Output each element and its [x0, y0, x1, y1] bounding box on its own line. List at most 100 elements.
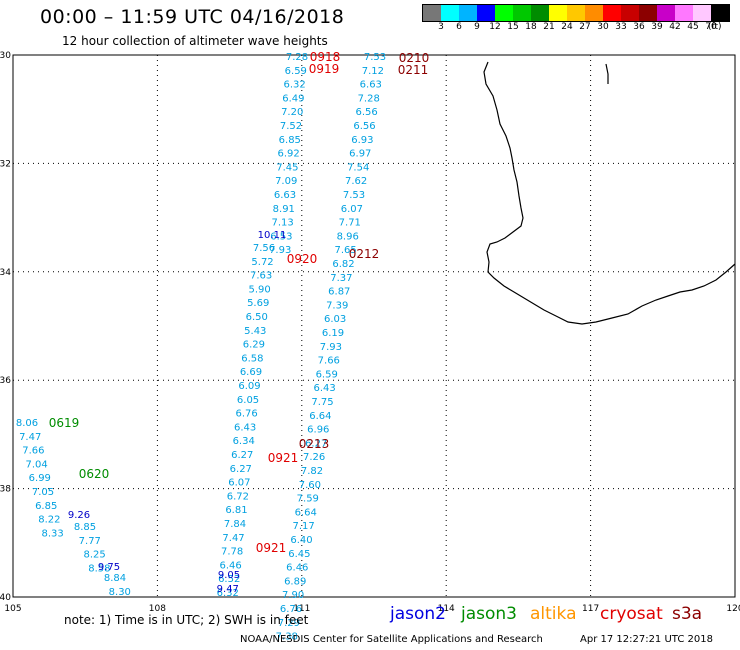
wave-height-value: 7.62	[345, 176, 367, 187]
legend-swatch	[549, 5, 567, 21]
map-frame	[12, 54, 736, 598]
legend-tick-label: 24	[561, 22, 573, 32]
wave-height-value: 6.53	[270, 231, 292, 242]
legend-swatch	[477, 5, 495, 21]
lon-tick-label: 114	[438, 604, 455, 614]
wave-height-value: 7.71	[339, 218, 361, 229]
legend-swatch	[711, 5, 729, 21]
wave-height-value: 7.78	[221, 547, 243, 558]
graticule	[12, 54, 736, 598]
wave-height-value: 7.20	[281, 107, 303, 118]
legend-swatch	[639, 5, 657, 21]
wave-height-value: 7.53	[364, 52, 386, 63]
wave-height-value: 7.60	[299, 480, 321, 491]
satellite-legend-item: s3a	[672, 604, 703, 624]
legend-tick-label: 30	[597, 22, 609, 32]
wave-height-value: 6.92	[277, 149, 299, 160]
legend-tick-label: 45	[687, 22, 699, 32]
wave-height-value: 7.66	[22, 446, 44, 457]
wave-height-value: 8.30	[109, 587, 131, 598]
wave-height-value: 6.76	[235, 409, 257, 420]
wave-height-value: 6.40	[290, 535, 312, 546]
wave-height-value: 7.28	[358, 93, 380, 104]
wave-height-value: 7.65	[334, 245, 356, 256]
pass-time-label: 0211	[398, 63, 429, 77]
rottnest-island-outline	[605, 63, 609, 84]
wave-height-value: 6.76	[280, 604, 302, 615]
satellite-legend-item: cryosat	[600, 604, 663, 624]
wave-height-value: 6.56	[355, 107, 377, 118]
wave-height-value: 7.54	[347, 162, 369, 173]
wave-height-color-legend	[422, 4, 730, 22]
satellite-legend-item: altika	[530, 604, 577, 624]
lat-tick-label: -36	[0, 376, 11, 386]
wave-height-value: 6.07	[341, 204, 363, 215]
wave-height-value: 10.11	[258, 230, 287, 241]
legend-tick-label: 3	[438, 22, 444, 32]
legend-tick-label: 27	[579, 22, 591, 32]
wave-height-value: 6.03	[324, 314, 346, 325]
wave-height-value: 6.59	[285, 66, 307, 77]
lat-tick-label: -34	[0, 268, 11, 278]
wave-height-value: 8.58	[88, 563, 110, 574]
wave-height-value: 6.56	[353, 121, 375, 132]
wave-height-value: 6.19	[322, 328, 344, 339]
wave-height-value: 5.72	[251, 257, 273, 268]
legend-unit-label: (ft)	[708, 22, 722, 32]
lat-tick-label: -30	[0, 51, 11, 61]
wave-height-value: 6.63	[274, 190, 296, 201]
pass-time-label: 0919	[309, 62, 340, 76]
wave-height-value: 6.46	[286, 563, 308, 574]
lat-tick-label: -38	[0, 485, 11, 495]
footnote: note: 1) Time is in UTC; 2) SWH is in fe…	[64, 613, 309, 627]
wave-height-value: 5.69	[247, 298, 269, 309]
wave-height-value: 7.09	[275, 176, 297, 187]
wave-height-value: 6.43	[234, 422, 256, 433]
wave-height-value: 7.29	[278, 618, 300, 629]
legend-swatch	[423, 5, 441, 21]
legend-swatch	[585, 5, 603, 21]
wave-height-value: 7.17	[292, 521, 314, 532]
wave-height-value: 6.52	[218, 574, 240, 585]
map-title: 00:00 – 11:59 UTC 04/16/2018	[40, 6, 345, 28]
wave-height-value: 7.84	[224, 519, 246, 530]
wave-height-value: 7.37	[330, 273, 352, 284]
wave-height-value: 7.47	[222, 533, 244, 544]
wave-height-value: 7.90	[282, 590, 304, 601]
wave-height-value: 7.52	[280, 121, 302, 132]
lon-tick-label: 111	[293, 604, 310, 614]
wave-height-value: 6.09	[238, 381, 260, 392]
wave-height-value: 7.53	[343, 190, 365, 201]
wave-height-value: 7.59	[297, 494, 319, 505]
wave-height-value: 6.64	[295, 507, 317, 518]
legend-tick-label: 33	[615, 22, 627, 32]
wave-height-value: 6.27	[231, 450, 253, 461]
wave-height-value: 6.72	[227, 491, 249, 502]
wave-height-value: 6.82	[332, 259, 354, 270]
wave-height-value: 6.59	[316, 369, 338, 380]
wave-height-value: 6.43	[313, 383, 335, 394]
wave-height-value: 6.07	[228, 478, 250, 489]
wave-height-value: 6.99	[29, 473, 51, 484]
wave-height-value: 7.63	[250, 271, 272, 282]
pass-time-label: 0620	[79, 467, 110, 481]
wave-height-value: 7.04	[25, 459, 47, 470]
wave-height-value: 7.82	[301, 466, 323, 477]
legend-tick-label: 9	[474, 22, 480, 32]
legend-tick-label: 42	[669, 22, 681, 32]
wave-height-tracks: 7.28 6.59 6.32 6.49 7.20 7.52 6.85 6.92 7.45 7.09…	[16, 52, 386, 643]
wave-height-value: 6.32	[217, 588, 239, 599]
legend-tick-label: 21	[543, 22, 555, 32]
pass-time-label: 0918	[310, 50, 341, 64]
wave-height-value: 6.96	[307, 425, 329, 436]
pass-time-label: 0920	[287, 252, 318, 266]
wave-height-value: 6.85	[35, 501, 57, 512]
lon-tick-label: 120	[726, 604, 740, 614]
legend-tick-label: 15	[507, 22, 519, 32]
legend-swatch	[657, 5, 675, 21]
wave-height-value: 8.96	[337, 231, 359, 242]
legend-swatch	[621, 5, 639, 21]
generation-timestamp: Apr 17 12:27:21 UTC 2018	[580, 634, 713, 645]
wave-height-value: 6.97	[349, 149, 371, 160]
